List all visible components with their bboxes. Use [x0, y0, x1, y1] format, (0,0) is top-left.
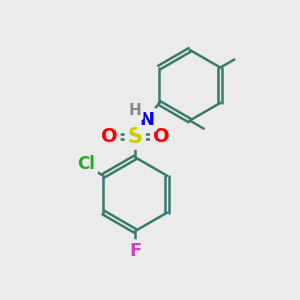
Text: F: F [129, 242, 141, 260]
Text: O: O [101, 127, 118, 146]
Text: H: H [128, 103, 141, 118]
Text: N: N [140, 111, 155, 129]
Text: O: O [153, 127, 169, 146]
Text: Cl: Cl [77, 155, 95, 173]
Text: S: S [128, 127, 143, 147]
